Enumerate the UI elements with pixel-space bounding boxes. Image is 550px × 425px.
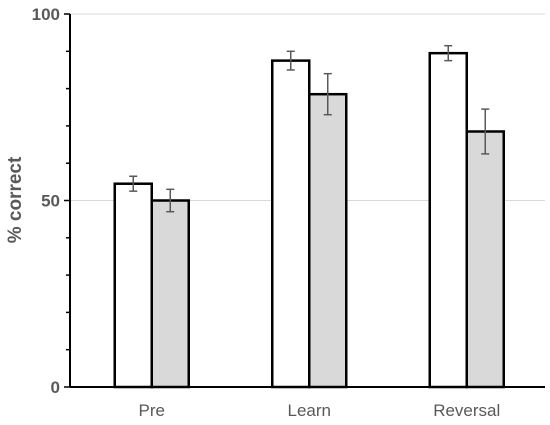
bar-learn-series2: [308, 92, 348, 389]
error-bar-learn-series2: [323, 72, 332, 116]
y-axis-label: % correct: [5, 156, 26, 243]
y-tick-labels: 0 50 100: [32, 5, 60, 397]
bar-pre-series2: [150, 199, 190, 389]
error-bars-group: [129, 44, 490, 213]
x-tick-labels: Pre Learn Reversal: [139, 401, 501, 420]
x-tick-label-pre: Pre: [139, 401, 165, 420]
axes-group: [64, 13, 545, 388]
bars-group: [113, 51, 505, 389]
error-bar-pre-series2: [166, 188, 175, 213]
x-tick-label-reversal: Reversal: [433, 401, 500, 420]
bar-reversal-series1: [428, 51, 468, 389]
bar-pre-series1: [113, 182, 153, 389]
bar-reversal-series2: [465, 130, 505, 389]
error-bar-learn-series1: [286, 50, 295, 71]
x-tick-label-learn: Learn: [288, 401, 331, 420]
bar-learn-series1: [271, 59, 311, 389]
y-tick-label-0: 0: [51, 378, 60, 397]
y-tick-label-100: 100: [32, 5, 60, 24]
y-tick-label-50: 50: [41, 192, 60, 211]
error-bar-reversal-series1: [444, 44, 453, 62]
error-bar-pre-series1: [129, 175, 138, 192]
error-bar-reversal-series2: [481, 108, 490, 155]
